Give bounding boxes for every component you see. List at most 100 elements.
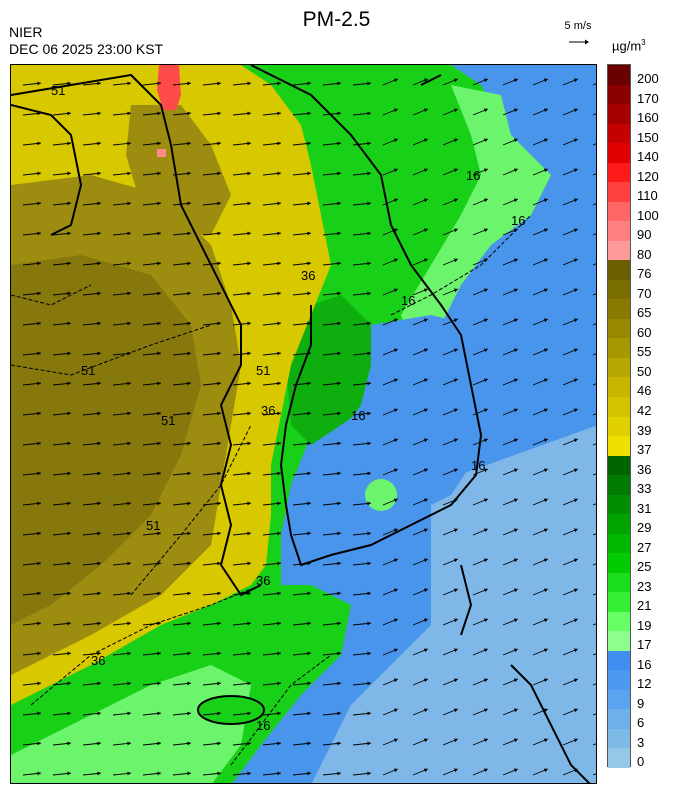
wind-arrow-head xyxy=(483,528,488,533)
wind-arrow-head xyxy=(97,231,101,236)
concentration-field: 51 51 51 51 36 36 36 36 16 16 16 16 16 1… xyxy=(11,65,596,783)
wind-arrow-head xyxy=(393,528,398,533)
wind-arrow-head xyxy=(573,588,578,593)
wind-arrow-head xyxy=(483,708,488,713)
wind-arrow-head xyxy=(573,528,578,533)
wind-arrow-head xyxy=(127,261,131,266)
wind-arrow-head xyxy=(247,201,251,206)
wind-arrow-head xyxy=(97,171,101,176)
wind-arrow-head xyxy=(513,678,518,683)
wind-arrow-head xyxy=(543,498,548,503)
wind-arrow-head xyxy=(337,381,341,386)
wind-arrow-head xyxy=(157,501,161,506)
wind-arrow-head xyxy=(67,291,71,296)
wind-arrow-head xyxy=(37,201,41,206)
wind-arrow-head xyxy=(217,351,221,356)
colorbar-segment xyxy=(608,592,630,613)
wind-arrow-head xyxy=(37,681,41,686)
wind-arrow-head xyxy=(543,768,548,773)
wind-arrow-head xyxy=(367,171,371,176)
wind-arrow-head xyxy=(127,591,131,596)
wind-arrow-head xyxy=(367,411,371,416)
wind-arrow-head xyxy=(277,651,281,656)
wind-arrow-head xyxy=(367,501,371,506)
wind-arrow-head xyxy=(97,531,101,536)
wind-arrow-head xyxy=(367,81,371,86)
wind-arrow-head xyxy=(453,348,458,353)
colorbar-tick-label: 0 xyxy=(637,754,645,770)
wind-arrow-head xyxy=(307,651,311,656)
wind-arrow-head xyxy=(483,618,488,623)
wind-arrow-head xyxy=(423,198,428,203)
wind-arrow-head xyxy=(187,471,191,476)
colorbar-segment xyxy=(608,631,630,652)
wind-arrow xyxy=(592,563,596,566)
wind-arrow-head xyxy=(67,381,71,386)
wind-arrow-head xyxy=(157,201,161,206)
wind-arrow-head xyxy=(247,291,251,296)
wind-arrow-head xyxy=(187,111,191,116)
wind-arrow-head xyxy=(573,438,578,443)
wind-arrow-head xyxy=(217,321,221,326)
wind-arrow-head xyxy=(367,651,371,656)
wind-arrow-head xyxy=(277,231,281,236)
wind-arrow-head xyxy=(217,591,221,596)
wind-arrow-head xyxy=(217,681,221,686)
wind-arrow-head xyxy=(453,528,458,533)
wind-arrow-head xyxy=(157,261,161,266)
wind-arrow-head xyxy=(367,471,371,476)
colorbar-segment xyxy=(608,162,630,183)
wind-arrow-head xyxy=(543,408,548,413)
wind-arrow-head xyxy=(247,681,251,686)
wind-arrow-head xyxy=(513,618,518,623)
wind-arrow-head xyxy=(97,201,101,206)
wind-arrow-head xyxy=(277,441,281,446)
wind-arrow-head xyxy=(573,78,578,83)
wind-arrow-head xyxy=(277,471,281,476)
wind-arrow-head xyxy=(277,381,281,386)
wind-arrow-head xyxy=(453,378,458,383)
wind-arrow-head xyxy=(157,651,161,656)
wind-arrow-head xyxy=(573,558,578,563)
wind-arrow-head xyxy=(307,111,311,116)
wind-arrow-head xyxy=(337,261,341,266)
wind-arrow-head xyxy=(453,228,458,233)
wind-arrow-head xyxy=(127,231,131,236)
wind-arrow-head xyxy=(307,501,311,506)
colorbar-tick-label: 17 xyxy=(637,637,652,653)
colorbar-segment xyxy=(608,689,630,710)
wind-arrow-head xyxy=(543,78,548,83)
wind-arrow-head xyxy=(217,621,221,626)
wind-arrow-head xyxy=(37,441,41,446)
contour-lines xyxy=(11,214,532,766)
wind-arrow-head xyxy=(37,711,41,716)
pink-spot xyxy=(157,149,166,157)
wind-arrow-head xyxy=(367,531,371,536)
colorbar-segment xyxy=(608,377,630,398)
wind-arrow-head xyxy=(337,531,341,536)
wind-arrow-head xyxy=(367,381,371,386)
colorbar-tick-label: 42 xyxy=(637,402,652,418)
wind-arrow-head xyxy=(247,741,251,746)
contour-label: 36 xyxy=(91,653,105,668)
wind-arrow-head xyxy=(37,351,41,356)
wind-arrow-head xyxy=(187,291,191,296)
colorbar-tick-label: 27 xyxy=(637,539,652,555)
contour-label: 51 xyxy=(161,413,175,428)
wind-arrow-head xyxy=(393,468,398,473)
wind-arrow-head xyxy=(127,351,131,356)
wind-arrow-head xyxy=(67,771,71,776)
wind-arrow-head xyxy=(157,291,161,296)
contour-label: 16 xyxy=(256,718,270,733)
wind-arrow-head xyxy=(337,771,341,776)
wind-arrow-head xyxy=(157,681,161,686)
wind-arrow-head xyxy=(157,771,161,776)
wind-arrow-head xyxy=(67,171,71,176)
wind-arrow-head xyxy=(187,81,191,86)
wind-arrow-head xyxy=(37,741,41,746)
wind-arrow-head xyxy=(277,351,281,356)
wind-arrow-head xyxy=(157,591,161,596)
wind-arrow xyxy=(592,773,596,776)
colorbar-tick-label: 33 xyxy=(637,481,652,497)
wind-arrow-head xyxy=(367,561,371,566)
